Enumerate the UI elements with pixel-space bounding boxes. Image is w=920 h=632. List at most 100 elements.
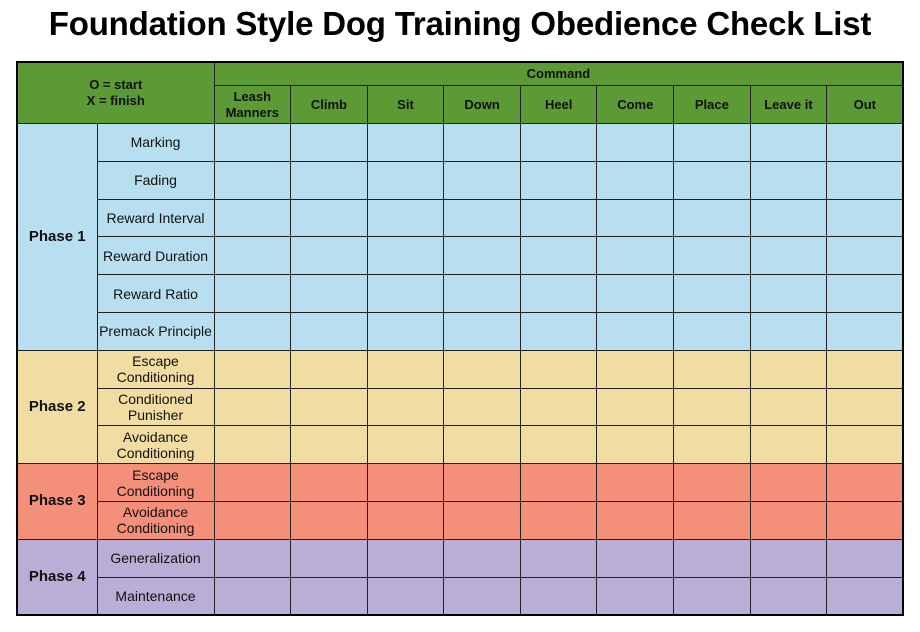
check-cell[interactable]	[366, 576, 445, 616]
check-cell[interactable]	[749, 349, 828, 389]
check-cell[interactable]	[749, 500, 828, 540]
check-cell[interactable]	[290, 576, 368, 616]
check-cell[interactable]	[673, 387, 751, 427]
check-cell[interactable]	[519, 425, 598, 465]
check-cell[interactable]	[519, 538, 598, 578]
check-cell[interactable]	[290, 387, 368, 427]
check-cell[interactable]	[366, 198, 445, 238]
check-cell[interactable]	[366, 123, 445, 162]
check-cell[interactable]	[443, 463, 521, 502]
check-cell[interactable]	[519, 576, 598, 616]
check-cell[interactable]	[366, 311, 445, 351]
check-cell[interactable]	[826, 387, 904, 427]
check-cell[interactable]	[749, 236, 828, 276]
check-cell[interactable]	[443, 198, 521, 238]
check-cell[interactable]	[673, 123, 751, 162]
check-cell[interactable]	[673, 538, 751, 578]
check-cell[interactable]	[673, 576, 751, 616]
check-cell[interactable]	[366, 538, 445, 578]
check-cell[interactable]	[519, 500, 598, 540]
check-cell[interactable]	[213, 160, 292, 200]
check-cell[interactable]	[749, 425, 828, 465]
check-cell[interactable]	[749, 538, 828, 578]
check-cell[interactable]	[290, 425, 368, 465]
check-cell[interactable]	[673, 500, 751, 540]
check-cell[interactable]	[673, 236, 751, 276]
check-cell[interactable]	[443, 236, 521, 276]
check-cell[interactable]	[749, 160, 828, 200]
check-cell[interactable]	[443, 576, 521, 616]
check-cell[interactable]	[673, 274, 751, 313]
check-cell[interactable]	[519, 463, 598, 502]
check-cell[interactable]	[673, 349, 751, 389]
check-cell[interactable]	[826, 463, 904, 502]
check-cell[interactable]	[443, 349, 521, 389]
check-cell[interactable]	[596, 311, 675, 351]
check-cell[interactable]	[673, 160, 751, 200]
check-cell[interactable]	[519, 236, 598, 276]
check-cell[interactable]	[290, 236, 368, 276]
check-cell[interactable]	[596, 274, 675, 313]
check-cell[interactable]	[290, 538, 368, 578]
check-cell[interactable]	[749, 198, 828, 238]
check-cell[interactable]	[673, 463, 751, 502]
check-cell[interactable]	[443, 160, 521, 200]
check-cell[interactable]	[366, 349, 445, 389]
check-cell[interactable]	[826, 349, 904, 389]
check-cell[interactable]	[213, 236, 292, 276]
check-cell[interactable]	[213, 349, 292, 389]
check-cell[interactable]	[290, 349, 368, 389]
check-cell[interactable]	[749, 463, 828, 502]
check-cell[interactable]	[290, 311, 368, 351]
check-cell[interactable]	[213, 387, 292, 427]
check-cell[interactable]	[519, 387, 598, 427]
check-cell[interactable]	[673, 311, 751, 351]
check-cell[interactable]	[443, 425, 521, 465]
check-cell[interactable]	[519, 349, 598, 389]
check-cell[interactable]	[443, 311, 521, 351]
check-cell[interactable]	[290, 198, 368, 238]
check-cell[interactable]	[366, 425, 445, 465]
check-cell[interactable]	[826, 425, 904, 465]
check-cell[interactable]	[366, 236, 445, 276]
check-cell[interactable]	[290, 500, 368, 540]
check-cell[interactable]	[596, 576, 675, 616]
check-cell[interactable]	[519, 274, 598, 313]
check-cell[interactable]	[596, 500, 675, 540]
check-cell[interactable]	[596, 198, 675, 238]
check-cell[interactable]	[443, 538, 521, 578]
check-cell[interactable]	[213, 538, 292, 578]
check-cell[interactable]	[443, 500, 521, 540]
check-cell[interactable]	[213, 500, 292, 540]
check-cell[interactable]	[596, 387, 675, 427]
check-cell[interactable]	[596, 463, 675, 502]
check-cell[interactable]	[596, 425, 675, 465]
check-cell[interactable]	[749, 387, 828, 427]
check-cell[interactable]	[826, 576, 904, 616]
check-cell[interactable]	[290, 463, 368, 502]
check-cell[interactable]	[826, 500, 904, 540]
check-cell[interactable]	[213, 311, 292, 351]
check-cell[interactable]	[826, 160, 904, 200]
check-cell[interactable]	[826, 274, 904, 313]
check-cell[interactable]	[826, 123, 904, 162]
check-cell[interactable]	[519, 311, 598, 351]
check-cell[interactable]	[749, 274, 828, 313]
check-cell[interactable]	[673, 425, 751, 465]
check-cell[interactable]	[596, 236, 675, 276]
check-cell[interactable]	[596, 123, 675, 162]
check-cell[interactable]	[749, 123, 828, 162]
check-cell[interactable]	[290, 123, 368, 162]
check-cell[interactable]	[749, 576, 828, 616]
check-cell[interactable]	[673, 198, 751, 238]
check-cell[interactable]	[519, 123, 598, 162]
check-cell[interactable]	[826, 198, 904, 238]
check-cell[interactable]	[366, 274, 445, 313]
check-cell[interactable]	[366, 387, 445, 427]
check-cell[interactable]	[749, 311, 828, 351]
check-cell[interactable]	[443, 274, 521, 313]
check-cell[interactable]	[826, 538, 904, 578]
check-cell[interactable]	[366, 160, 445, 200]
check-cell[interactable]	[826, 236, 904, 276]
check-cell[interactable]	[443, 387, 521, 427]
